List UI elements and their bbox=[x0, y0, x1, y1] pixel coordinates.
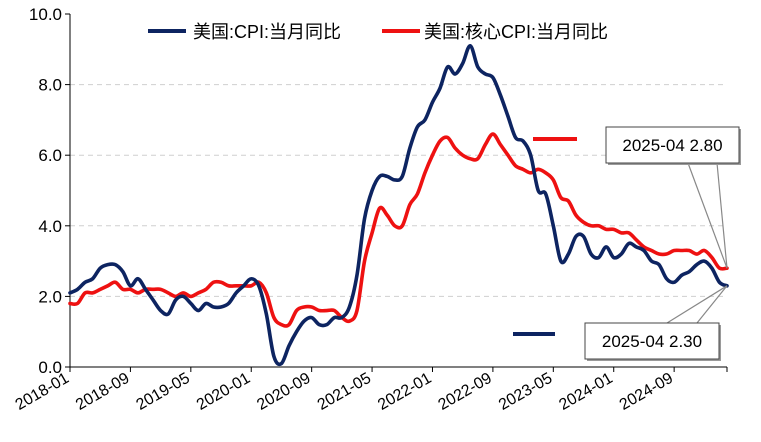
legend-item-core-cpi-label: 美国:核心CPI:当月同比 bbox=[424, 22, 608, 42]
callout-cpi-leader bbox=[696, 285, 728, 324]
x-tick-label: 2020-09 bbox=[254, 370, 313, 414]
callout-core-cpi-leader bbox=[716, 162, 728, 269]
y-tick-label: 6.0 bbox=[38, 146, 62, 165]
axes bbox=[69, 14, 727, 368]
legend-item-cpi-label: 美国:CPI:当月同比 bbox=[193, 22, 341, 42]
y-tick-label: 2.0 bbox=[38, 287, 62, 306]
x-tick-label: 2022-09 bbox=[436, 370, 495, 414]
x-tick-label: 2021-05 bbox=[315, 370, 374, 414]
x-tick-label: 2019-05 bbox=[133, 370, 192, 414]
y-tick-label: 8.0 bbox=[38, 76, 62, 95]
series-line-core-cpi bbox=[68, 132, 729, 328]
callout-cpi-label: 2025-04 2.30 bbox=[602, 332, 702, 351]
x-tick-label: 2023-05 bbox=[496, 370, 555, 414]
x-tick-label: 2024-01 bbox=[556, 370, 615, 414]
x-tick-label: 2024-09 bbox=[617, 370, 676, 414]
series-line-cpi bbox=[68, 43, 729, 367]
callout-cpi-leader bbox=[666, 285, 728, 324]
x-tick-label: 2020-01 bbox=[194, 370, 253, 414]
x-tick-label: 2022-01 bbox=[375, 370, 434, 414]
legend: 美国:CPI:当月同比 美国:核心CPI:当月同比 bbox=[148, 22, 608, 42]
y-axis-ticks: 0.0 2.0 4.0 6.0 8.0 10.0 bbox=[29, 5, 70, 377]
y-tick-label: 0.0 bbox=[38, 358, 62, 377]
grid-lines bbox=[70, 84, 727, 297]
callouts: 2025-04 2.80 2025-04 2.30 bbox=[513, 126, 741, 361]
y-tick-label: 10.0 bbox=[29, 5, 62, 24]
x-tick-label: 2018-09 bbox=[73, 370, 132, 414]
callout-core-cpi-label: 2025-04 2.80 bbox=[622, 136, 722, 155]
callout-core-cpi-box bbox=[605, 126, 740, 164]
series-lines bbox=[68, 43, 729, 367]
x-axis-ticks: 2018-01 2018-09 2019-05 2020-01 2020-09 2021-… bbox=[13, 367, 728, 414]
y-tick-label: 4.0 bbox=[38, 217, 62, 236]
callout-core-cpi-leader bbox=[687, 162, 728, 269]
callout-cpi-box bbox=[584, 322, 720, 360]
